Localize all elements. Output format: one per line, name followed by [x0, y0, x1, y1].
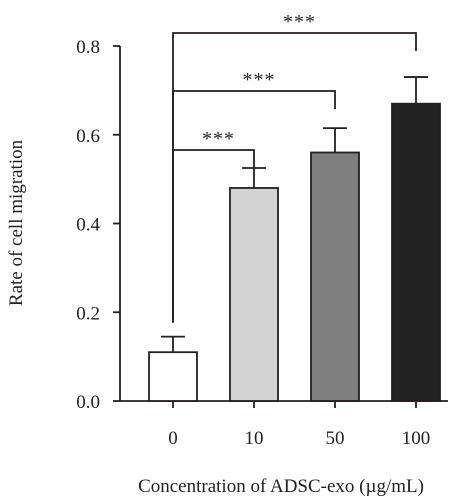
- significance-brackets: *** *** ***: [172, 11, 417, 323]
- bars: [148, 102, 441, 402]
- x-tick-label-0: 0: [168, 428, 178, 449]
- x-tick-label-1: 10: [245, 428, 264, 449]
- x-tick-label-3: 100: [402, 428, 431, 449]
- x-axis-title: Concentration of ADSC-exo (µg/mL): [138, 476, 424, 497]
- y-tick-label-0: 0.0: [76, 392, 100, 413]
- y-axis: 0.0 0.2 0.4 0.6 0.8: [76, 37, 121, 413]
- bar-100: [391, 102, 441, 402]
- bar-0: [148, 351, 198, 402]
- x-tick-label-2: 50: [326, 428, 345, 449]
- significance-label-0-10: ***: [202, 128, 235, 150]
- significance-bracket-0-100: [172, 32, 417, 323]
- y-tick-label-1: 0.2: [76, 303, 100, 324]
- y-axis-title: Rate of cell migration: [6, 139, 27, 306]
- y-tick-label-3: 0.6: [76, 126, 100, 147]
- x-axis: 0 10 50 100: [120, 400, 448, 449]
- error-bars: [161, 76, 428, 353]
- bar-50: [310, 151, 360, 402]
- bar-10: [229, 187, 279, 402]
- significance-label-0-50: ***: [243, 69, 276, 91]
- significance-label-0-100: ***: [283, 11, 316, 33]
- y-tick-label-4: 0.8: [76, 37, 100, 58]
- y-tick-label-2: 0.4: [76, 215, 100, 236]
